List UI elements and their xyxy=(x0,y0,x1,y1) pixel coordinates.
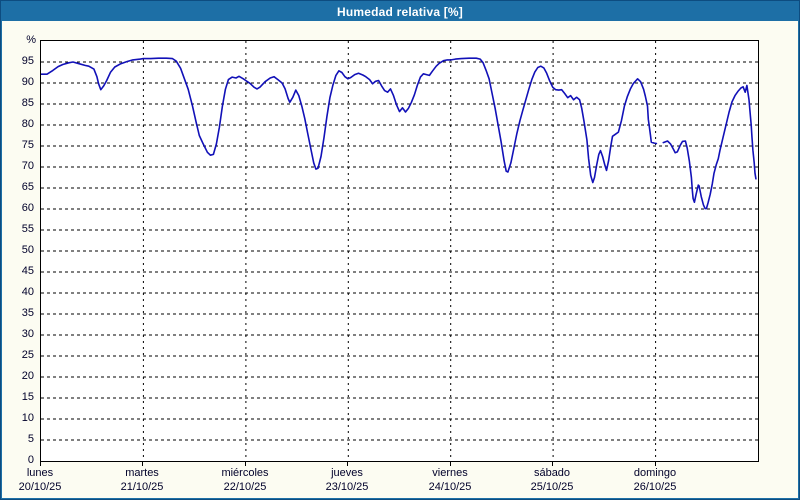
y-tick-label: 35 xyxy=(21,307,34,319)
x-axis-day-label: domingo 26/10/25 xyxy=(615,466,695,494)
day-date: 25/10/25 xyxy=(530,481,574,493)
y-tick-label: 50 xyxy=(21,244,34,256)
chart-title: Humedad relativa [%] xyxy=(336,4,464,19)
day-date: 22/10/25 xyxy=(223,481,267,493)
x-axis-day-label: lunes 20/10/25 xyxy=(2,466,80,494)
day-name: domingo xyxy=(633,467,677,479)
x-axis-tick xyxy=(40,462,41,466)
y-tick-label: 25 xyxy=(21,349,34,361)
y-tick-label: 30 xyxy=(21,328,34,340)
y-tick-label: 75 xyxy=(21,139,34,151)
x-axis-labels: lunes 20/10/25 martes 21/10/25 miércoles 22/1… xyxy=(19,466,759,498)
x-axis-day-label: sábado 25/10/25 xyxy=(512,466,592,494)
y-tick-label: 70 xyxy=(21,160,34,172)
y-tick-label: 15 xyxy=(21,391,34,403)
x-axis-tick xyxy=(347,462,348,466)
y-tick-label: 85 xyxy=(21,97,34,109)
x-axis-tick xyxy=(552,462,553,466)
plot-area xyxy=(40,40,759,462)
y-tick-label: 90 xyxy=(21,76,34,88)
day-date: 20/10/25 xyxy=(18,481,62,493)
y-tick-label: 45 xyxy=(21,265,34,277)
humidity-line xyxy=(662,84,757,210)
y-tick-label: 0 xyxy=(27,454,34,466)
x-axis-tick xyxy=(450,462,451,466)
y-tick-label: 55 xyxy=(21,223,34,235)
x-axis-tick xyxy=(142,462,143,466)
y-tick-label: 10 xyxy=(21,412,34,424)
day-name: martes xyxy=(125,467,159,479)
day-name: lunes xyxy=(26,467,54,479)
humidity-line xyxy=(41,57,658,184)
x-axis-day-label: miércoles 22/10/25 xyxy=(205,466,285,494)
y-tick-label: 20 xyxy=(21,370,34,382)
day-date: 21/10/25 xyxy=(120,481,164,493)
x-axis-day-label: jueves 23/10/25 xyxy=(307,466,387,494)
chart-title-bar: Humedad relativa [%] xyxy=(2,2,798,21)
y-tick-label: 80 xyxy=(21,118,34,130)
day-date: 26/10/25 xyxy=(633,481,677,493)
day-date: 23/10/25 xyxy=(325,481,369,493)
y-axis-unit-label: % xyxy=(26,34,36,46)
y-tick-label: 5 xyxy=(27,433,34,445)
x-axis-day-label: martes 21/10/25 xyxy=(102,466,182,494)
y-tick-label: 65 xyxy=(21,181,34,193)
x-axis-tick xyxy=(245,462,246,466)
day-date: 24/10/25 xyxy=(428,481,472,493)
y-axis-labels: 0 5 10 15 20 25 30 35 40 45 50 55 60 65 70 75 80 85 90 95 xyxy=(2,40,36,466)
humidity-chart-svg xyxy=(41,41,758,461)
day-name: miércoles xyxy=(221,467,269,479)
day-name: jueves xyxy=(331,467,363,479)
y-tick-label: 40 xyxy=(21,286,34,298)
x-axis-tick xyxy=(655,462,656,466)
day-name: sábado xyxy=(533,467,571,479)
y-tick-label: 95 xyxy=(21,55,34,67)
x-axis-day-label: viernes 24/10/25 xyxy=(410,466,490,494)
day-name: viernes xyxy=(432,467,468,479)
y-tick-label: 60 xyxy=(21,202,34,214)
